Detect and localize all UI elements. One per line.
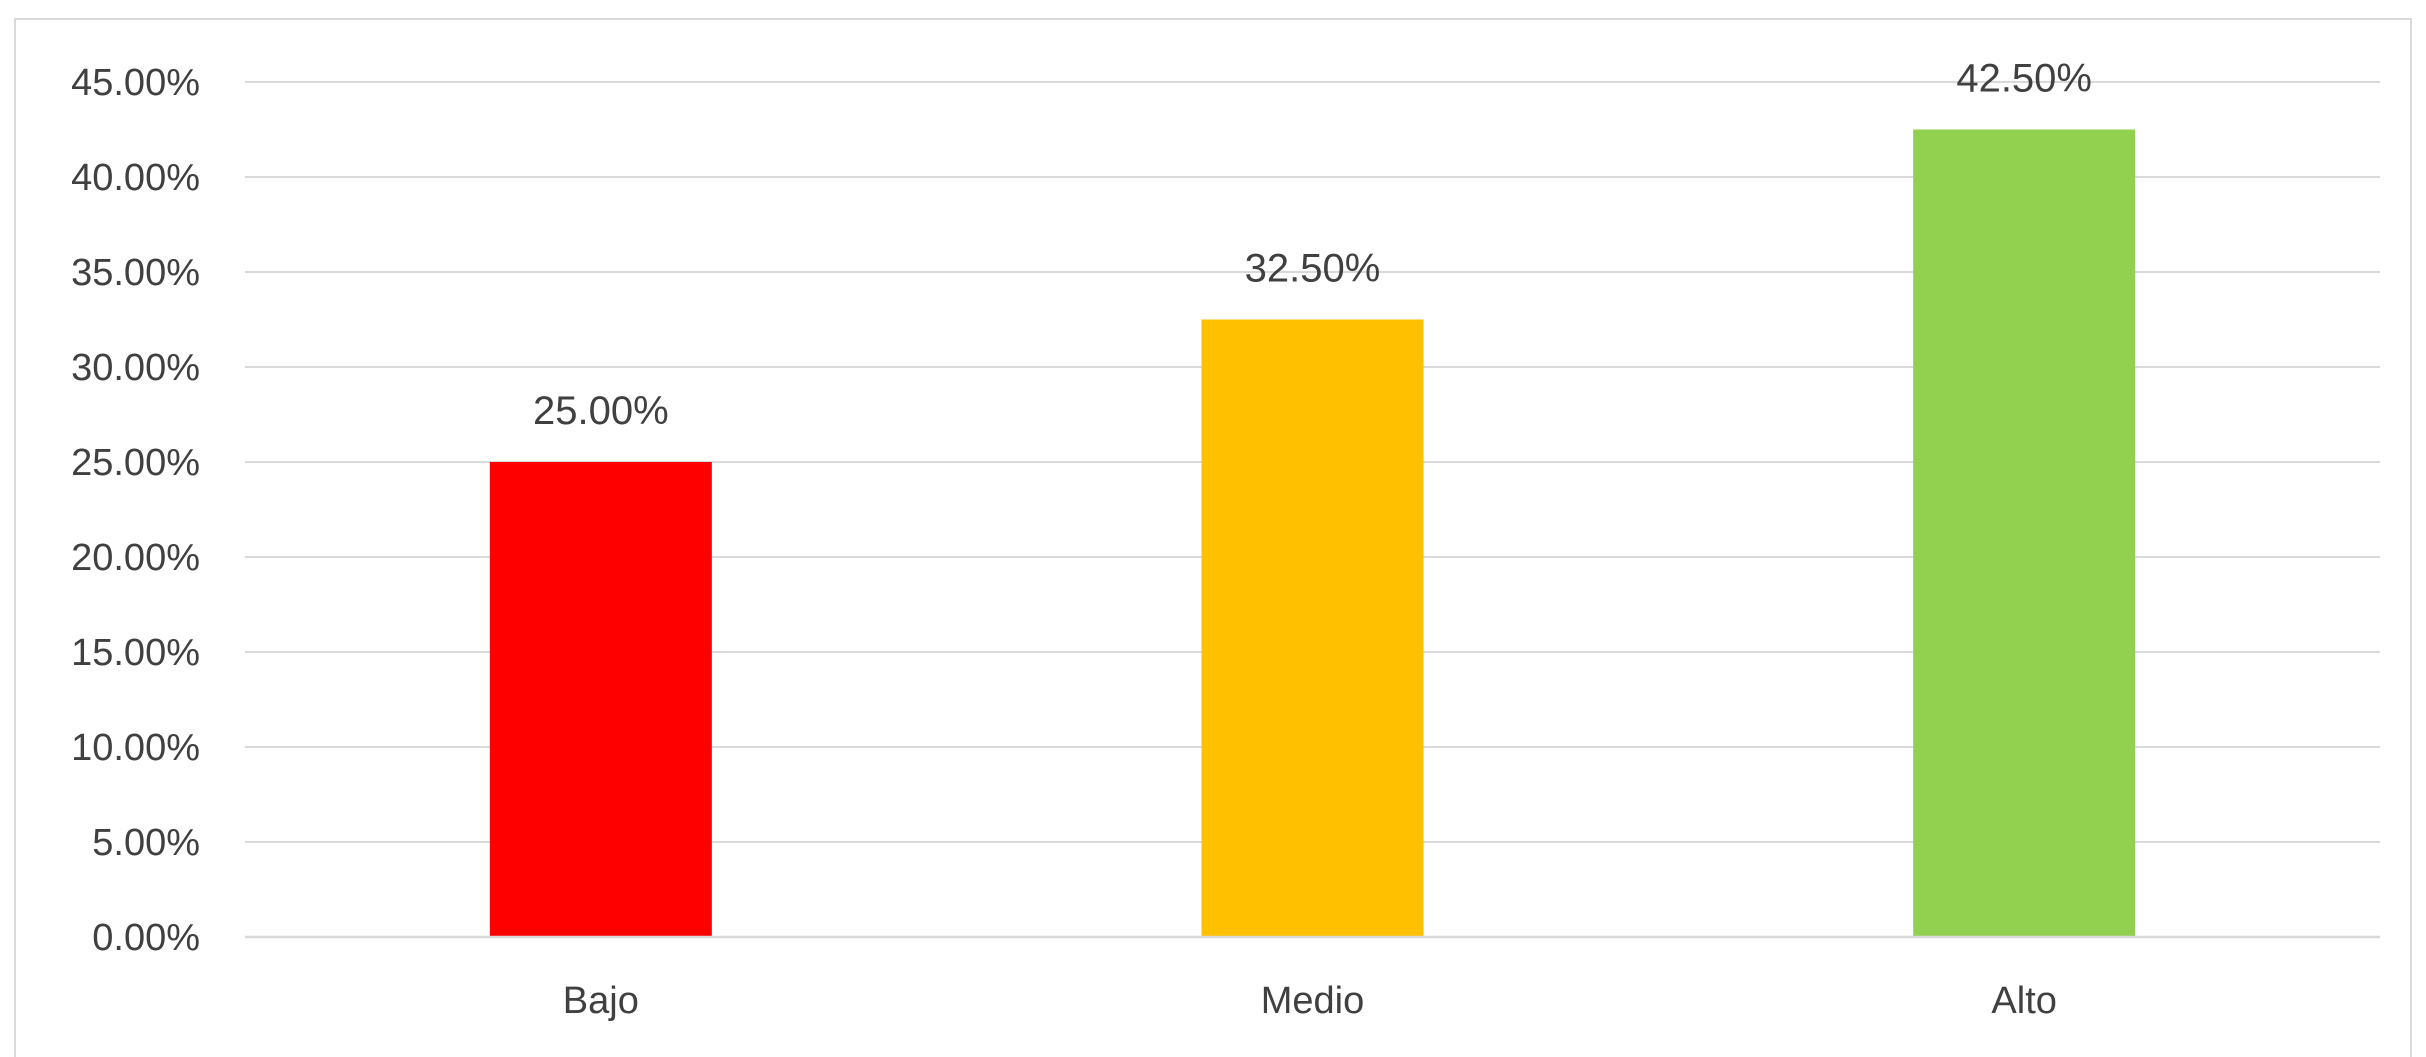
y-tick-label: 35.00% [71, 252, 200, 294]
bars [489, 129, 2136, 937]
y-tick-label: 15.00% [71, 632, 200, 674]
y-axis-tick-labels: 0.00% 5.00% 10.00% 15.00% 20.00% 25.00% 30.00%… [71, 62, 200, 959]
bar-medio [1201, 319, 1424, 937]
y-tick-label: 40.00% [71, 157, 200, 199]
category-label-medio: Medio [1261, 980, 1365, 1022]
x-axis-category-labels: Bajo Medio Alto [563, 980, 2057, 1022]
data-label-medio: 32.50% [1245, 247, 1381, 291]
y-tick-label: 10.00% [71, 727, 200, 769]
bar-alto [1913, 129, 2136, 937]
y-tick-label: 20.00% [71, 537, 200, 579]
y-tick-label: 25.00% [71, 442, 200, 484]
category-label-alto: Alto [1991, 980, 2056, 1022]
y-tick-label: 30.00% [71, 347, 200, 389]
category-label-bajo: Bajo [563, 980, 639, 1022]
data-label-bajo: 25.00% [533, 389, 669, 433]
y-tick-label: 5.00% [92, 822, 200, 864]
data-labels: 25.00% 32.50% 42.50% [533, 57, 2092, 434]
data-label-alto: 42.50% [1956, 57, 2092, 101]
bar-bajo [489, 462, 712, 937]
y-tick-label: 45.00% [71, 62, 200, 104]
y-tick-label: 0.00% [92, 917, 200, 959]
